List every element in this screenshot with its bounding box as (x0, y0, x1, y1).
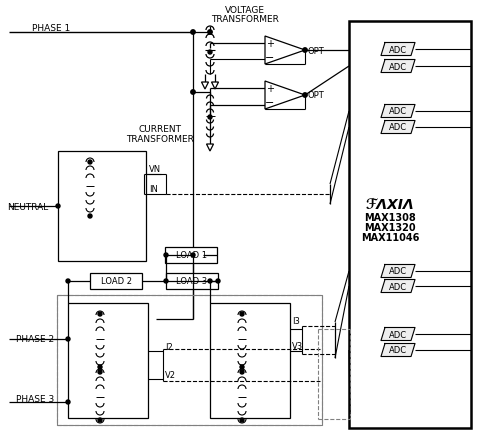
Text: ADC: ADC (389, 123, 407, 132)
Bar (90, 273, 142, 290)
Text: I2: I2 (165, 343, 173, 352)
Circle shape (303, 94, 307, 98)
Circle shape (98, 418, 102, 422)
Circle shape (66, 279, 70, 283)
Text: ADC: ADC (389, 346, 407, 355)
Polygon shape (381, 344, 415, 357)
Circle shape (66, 337, 70, 341)
Circle shape (66, 400, 70, 404)
Bar (57, 295, 322, 425)
Circle shape (88, 215, 92, 219)
Bar (349, 22, 471, 428)
Polygon shape (202, 83, 208, 90)
Text: LOAD 2: LOAD 2 (100, 277, 131, 286)
Text: LOAD 1: LOAD 1 (175, 251, 206, 260)
Circle shape (208, 51, 212, 55)
Polygon shape (265, 82, 305, 110)
Text: PHASE 3: PHASE 3 (16, 395, 54, 403)
Text: −: − (265, 53, 275, 63)
Text: PHASE 2: PHASE 2 (16, 335, 54, 344)
Circle shape (208, 116, 212, 120)
Text: ADC: ADC (389, 62, 407, 71)
Text: ADC: ADC (389, 282, 407, 291)
Polygon shape (381, 265, 415, 278)
Circle shape (88, 161, 92, 165)
Text: VN: VN (149, 165, 161, 174)
Polygon shape (381, 280, 415, 293)
Polygon shape (381, 105, 415, 118)
Text: MAX1320: MAX1320 (364, 223, 416, 233)
Text: PHASE 1: PHASE 1 (32, 24, 70, 32)
Circle shape (240, 418, 244, 422)
Circle shape (191, 254, 195, 258)
Text: MAX1308: MAX1308 (364, 212, 416, 223)
Text: +: + (266, 84, 274, 94)
Circle shape (208, 279, 212, 283)
Bar (165, 247, 217, 263)
Text: CURRENT: CURRENT (139, 125, 182, 134)
Bar (68, 303, 148, 418)
Circle shape (191, 31, 195, 35)
Text: NEUTRAL: NEUTRAL (7, 202, 49, 211)
Text: I3: I3 (292, 317, 300, 326)
Text: +: + (266, 39, 274, 49)
Polygon shape (206, 145, 214, 152)
Circle shape (240, 312, 244, 316)
Text: ADC: ADC (389, 46, 407, 54)
Text: ADC: ADC (389, 330, 407, 339)
Text: TRANSFORMER: TRANSFORMER (126, 134, 194, 143)
Circle shape (240, 365, 244, 369)
Polygon shape (211, 83, 218, 90)
Text: IN: IN (149, 185, 158, 194)
Text: MAX11046: MAX11046 (361, 233, 419, 243)
Circle shape (98, 370, 102, 374)
Bar (58, 152, 146, 261)
Text: ADC: ADC (389, 107, 407, 116)
Circle shape (191, 91, 195, 95)
Text: ADC: ADC (389, 267, 407, 276)
Polygon shape (381, 121, 415, 134)
Circle shape (164, 279, 168, 283)
Text: V2: V2 (165, 371, 176, 380)
Circle shape (303, 49, 307, 53)
Polygon shape (381, 43, 415, 57)
Bar (166, 273, 218, 290)
Circle shape (240, 370, 244, 374)
Circle shape (98, 365, 102, 369)
Text: ℱΛXIΛ: ℱΛXIΛ (366, 198, 414, 212)
Text: VOLTAGE: VOLTAGE (225, 6, 265, 14)
Text: TRANSFORMER: TRANSFORMER (211, 14, 279, 24)
Circle shape (98, 312, 102, 316)
Text: LOAD 3: LOAD 3 (176, 277, 207, 286)
Circle shape (216, 279, 220, 283)
Bar (210, 303, 290, 418)
Polygon shape (381, 328, 415, 341)
Circle shape (56, 205, 60, 208)
Text: OPT: OPT (308, 46, 325, 55)
Circle shape (164, 254, 168, 258)
Text: −: − (265, 98, 275, 108)
Text: V3: V3 (292, 342, 303, 351)
Circle shape (208, 31, 212, 35)
Text: OPT: OPT (308, 91, 325, 100)
Polygon shape (265, 37, 305, 65)
Polygon shape (381, 60, 415, 73)
